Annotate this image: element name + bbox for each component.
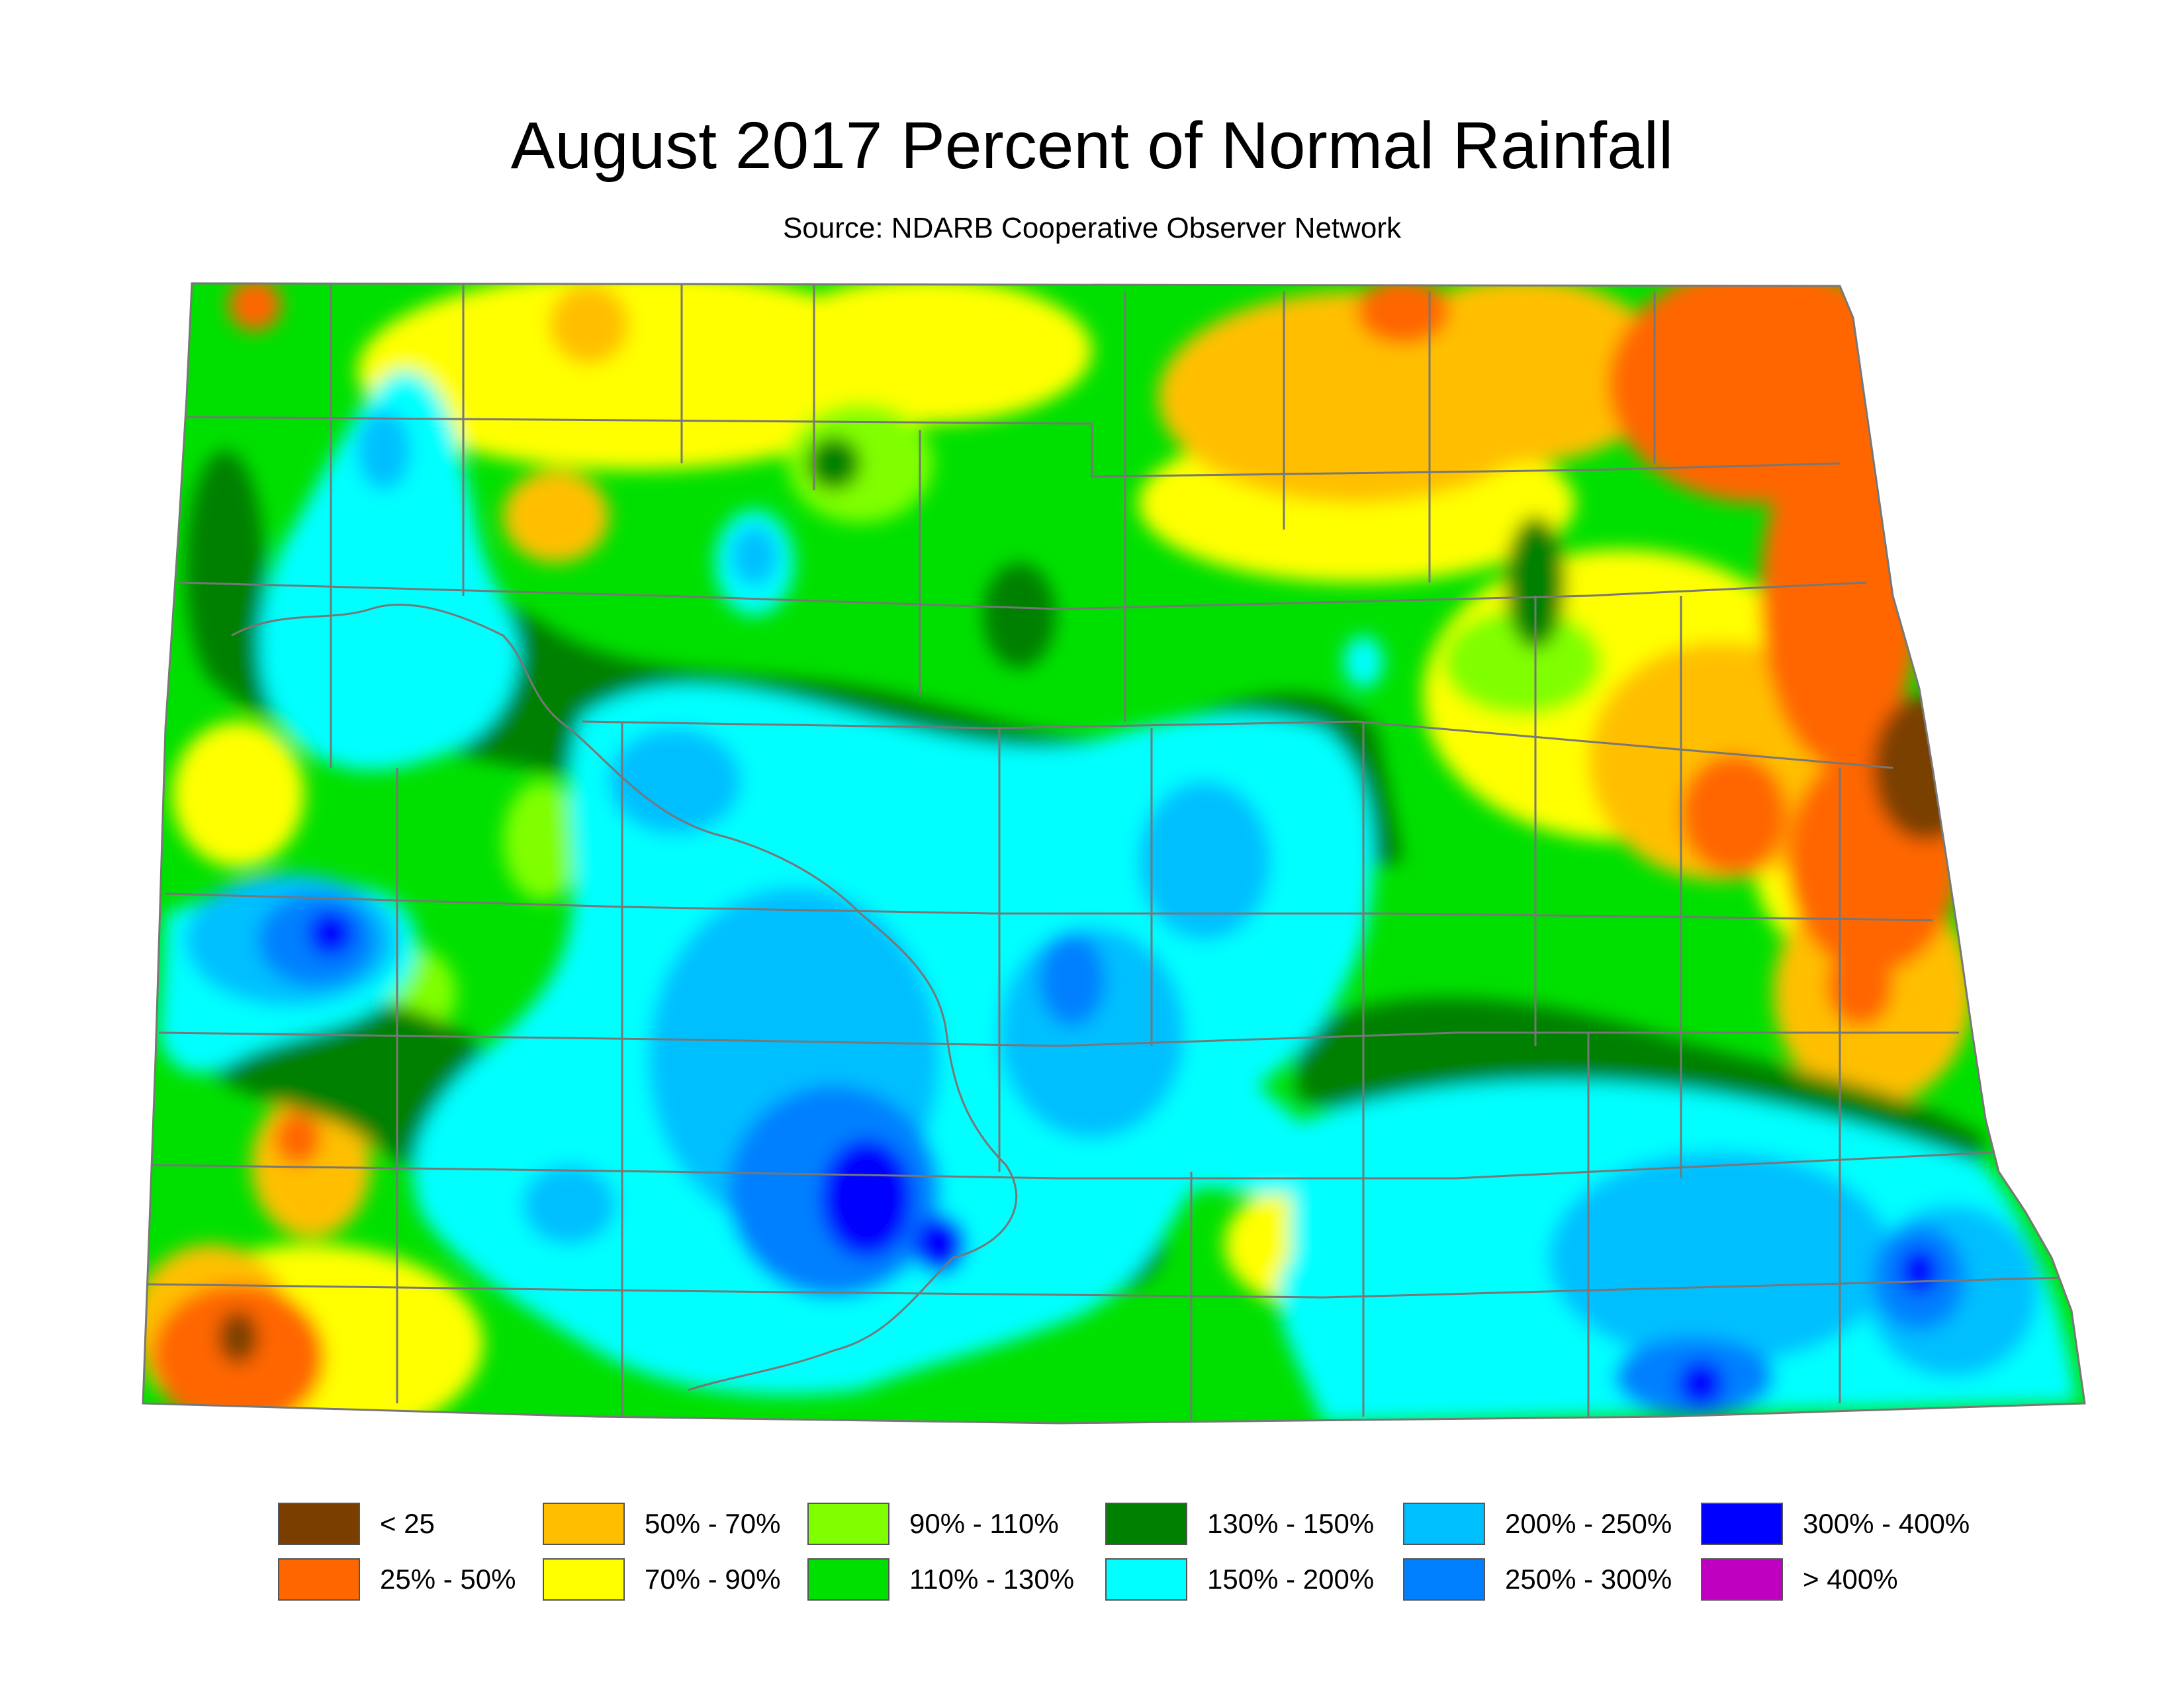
county-boundary [158,1031,1959,1047]
zone-200-250 [523,1165,615,1244]
map-title: August 2017 Percent of Normal Rainfall [510,109,1674,183]
zone-130-150 [1506,516,1565,649]
legend: < 25 25% - 50% 50% - 70% 70% - 90% 90% -… [278,1503,1999,1622]
zone-50-70 [1377,283,1668,463]
county-boundary [145,1276,2066,1299]
legend-swatch [278,1558,360,1601]
legend-label: < 25 [380,1508,435,1539]
county-boundary [165,892,1933,921]
legend-label: 130% - 150% [1207,1508,1375,1539]
zone-150-200 [1343,635,1383,688]
map-subtitle: Source: NDARB Cooperative Observer Netwo… [782,212,1402,244]
zone-300-400 [1678,1360,1724,1407]
legend-item: 250% - 300% [1403,1558,1672,1601]
zone-25-50 [1681,755,1787,874]
zone-200-250 [1549,1152,1893,1364]
legend-item: 70% - 90% [543,1558,780,1601]
zone-90-110 [503,781,582,900]
zone-200-250 [609,728,741,834]
zone-250-300 [1039,933,1105,1026]
legend-item: 200% - 250% [1403,1503,1672,1545]
zone-130-150 [983,563,1056,669]
zone-90-110 [1443,609,1602,715]
legend-item: 150% - 200% [1105,1558,1374,1601]
zone-300-400 [913,1215,966,1274]
missouri-river [231,604,1018,1391]
legend-label: 25% - 50% [380,1564,516,1595]
county-boundary [582,720,1893,769]
county-boundary [185,416,1841,478]
legend-swatch [1105,1558,1187,1601]
legend-item: 25% - 50% [278,1558,516,1601]
legend-swatch [543,1503,625,1545]
zone-lt-25 [218,1311,258,1364]
legend-item: 90% - 110% [807,1503,1059,1545]
legend-label: 250% - 300% [1505,1564,1672,1595]
rainfall-map [142,282,2086,1425]
zone-200-250 [357,410,410,490]
legend-swatch [807,1558,889,1601]
zone-25-50 [228,283,281,331]
legend-label: 90% - 110% [909,1508,1059,1539]
legend-item: 300% - 400% [1701,1503,1970,1545]
legend-item: 130% - 150% [1105,1503,1374,1545]
legend-item: 50% - 70% [543,1503,780,1545]
zone-25-50 [275,1112,321,1165]
zone-130-150 [185,450,265,688]
zone-200-250 [1138,781,1271,940]
legend-label: 150% - 200% [1207,1564,1375,1595]
zone-25-50 [1357,283,1449,344]
zone-150-200 [259,371,520,771]
legend-swatch [1105,1503,1187,1545]
legend-label: 300% - 400% [1803,1508,1970,1539]
zone-130-150 [807,437,860,490]
county-lines [145,285,2066,1423]
zone-70-90 [761,283,1092,424]
zone-200-250 [731,526,778,586]
zone-25-50 [1827,947,1893,1026]
legend-label: 50% - 70% [645,1508,781,1539]
county-boundary [178,581,1867,610]
legend-swatch [807,1503,889,1545]
legend-label: 70% - 90% [645,1564,781,1595]
zone-50-70 [549,285,629,364]
legend-label: > 400% [1803,1564,1898,1595]
legend-label: 110% - 130% [909,1564,1075,1595]
legend-swatch [1701,1503,1783,1545]
legend-swatch [278,1503,360,1545]
legend-item: < 25 [278,1503,435,1545]
legend-item: > 400% [1701,1558,1898,1601]
legend-swatch [1701,1558,1783,1601]
zone-300-400 [308,910,354,957]
legend-swatch [543,1558,625,1601]
legend-swatch [1403,1503,1485,1545]
zone-50-70 [503,470,609,563]
county-boundary [152,1150,2006,1180]
legend-item: 110% - 130% [807,1558,1074,1601]
legend-swatch [1403,1558,1485,1601]
zone-300-400 [1899,1248,1939,1294]
legend-label: 200% - 250% [1505,1508,1672,1539]
zone-70-90 [172,722,304,867]
zone-300-400 [821,1139,913,1258]
